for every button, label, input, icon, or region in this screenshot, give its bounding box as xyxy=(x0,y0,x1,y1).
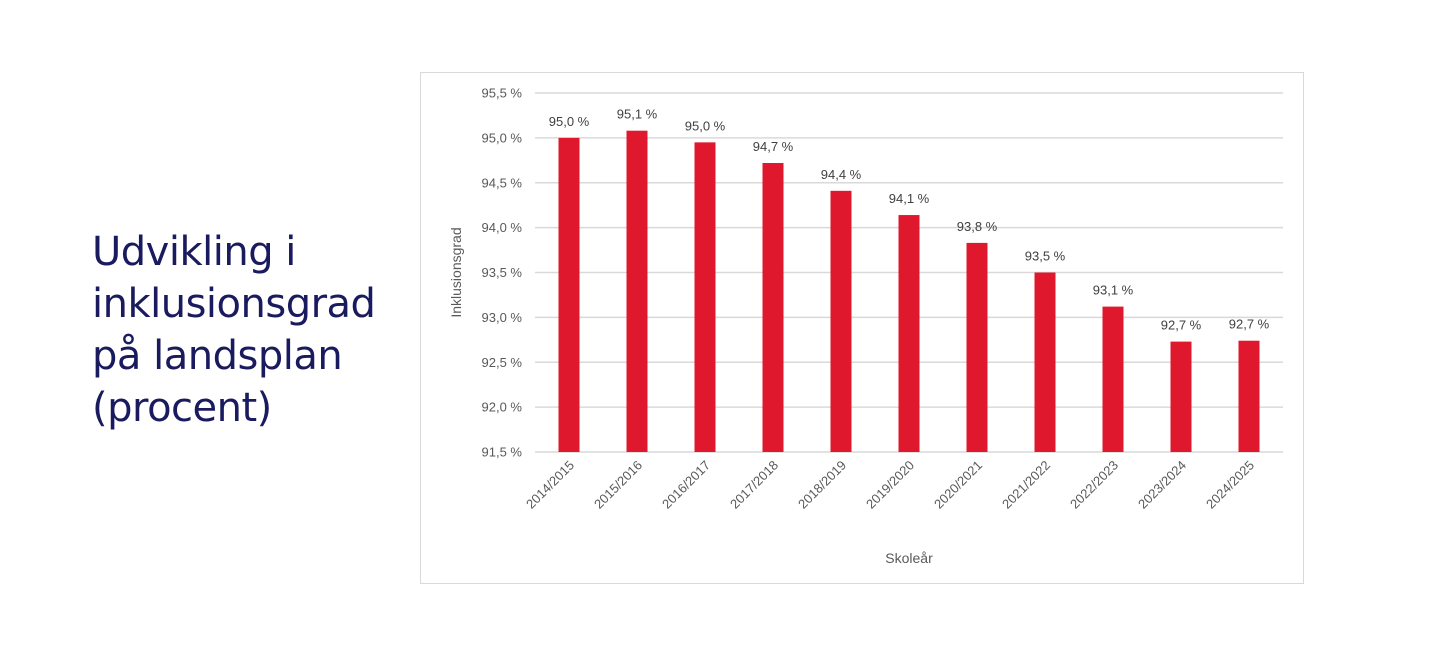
x-tick-label: 2015/2016 xyxy=(591,458,645,512)
data-label: 93,5 % xyxy=(1025,249,1066,264)
data-label: 95,0 % xyxy=(549,114,590,129)
data-label: 93,1 % xyxy=(1093,283,1134,298)
x-tick-label: 2019/2020 xyxy=(863,458,917,512)
data-label: 92,7 % xyxy=(1229,317,1270,332)
bar xyxy=(762,163,784,452)
y-tick-label: 91,5 % xyxy=(482,445,523,460)
data-label: 94,4 % xyxy=(821,167,862,182)
y-tick-label: 92,5 % xyxy=(482,355,523,370)
data-label: 92,7 % xyxy=(1161,318,1202,333)
x-axis-title: Skoleår xyxy=(885,550,933,566)
data-label: 94,7 % xyxy=(753,139,794,154)
slide-title-line-1: Udvikling i xyxy=(92,229,296,275)
y-axis-title: Inklusionsgrad xyxy=(448,227,464,317)
data-label: 94,1 % xyxy=(889,191,930,206)
slide-title-line-3: på landsplan xyxy=(92,333,343,379)
y-tick-label: 95,0 % xyxy=(482,130,523,145)
y-tick-label: 93,5 % xyxy=(482,265,523,280)
bars xyxy=(558,130,1260,453)
x-tick-label: 2014/2015 xyxy=(523,458,577,512)
chart-frame: 91,5 % 92,0 % 92,5 % 93,0 % 93,5 % 94,0 % 94,5… xyxy=(420,72,1304,584)
x-tick-label: 2020/2021 xyxy=(931,458,985,512)
x-tick-label: 2018/2019 xyxy=(795,458,849,512)
bar xyxy=(966,242,988,452)
data-labels: 95,0 % 95,1 % 95,0 % 94,7 % 94,4 % 94,1 % 93,8… xyxy=(549,107,1270,333)
bar xyxy=(626,130,648,452)
y-tick-label: 93,0 % xyxy=(482,310,523,325)
x-tick-label: 2022/2023 xyxy=(1067,458,1121,512)
data-label: 95,0 % xyxy=(685,118,726,133)
bar xyxy=(830,190,852,452)
slide-title-line-4: (procent) xyxy=(92,385,272,431)
bar xyxy=(1102,306,1124,452)
bar xyxy=(558,137,580,452)
slide-title: Udvikling i inklusionsgrad på landsplan … xyxy=(92,226,412,434)
x-tick-label: 2024/2025 xyxy=(1203,458,1257,512)
bar xyxy=(1170,341,1192,452)
x-tick-label: 2016/2017 xyxy=(659,458,713,512)
y-tick-label: 94,5 % xyxy=(482,175,523,190)
data-label: 93,8 % xyxy=(957,219,998,234)
bar xyxy=(694,142,716,453)
y-axis-ticks: 91,5 % 92,0 % 92,5 % 93,0 % 93,5 % 94,0 % 94,5… xyxy=(482,86,523,460)
slide-title-line-2: inklusionsgrad xyxy=(92,281,376,327)
y-tick-label: 92,0 % xyxy=(482,400,523,415)
bar-chart: 91,5 % 92,0 % 92,5 % 93,0 % 93,5 % 94,0 % 94,5… xyxy=(448,86,1283,566)
x-tick-label: 2021/2022 xyxy=(999,458,1053,512)
x-tick-label: 2017/2018 xyxy=(727,458,781,512)
y-tick-label: 95,5 % xyxy=(482,86,523,101)
x-tick-label: 2023/2024 xyxy=(1135,458,1189,512)
x-axis-ticks: 2014/2015 2015/2016 2016/2017 2017/2018 2018… xyxy=(523,458,1257,512)
bar xyxy=(1238,340,1260,452)
bar xyxy=(898,215,920,452)
y-tick-label: 94,0 % xyxy=(482,220,523,235)
data-label: 95,1 % xyxy=(617,107,658,122)
bar xyxy=(1034,272,1056,452)
